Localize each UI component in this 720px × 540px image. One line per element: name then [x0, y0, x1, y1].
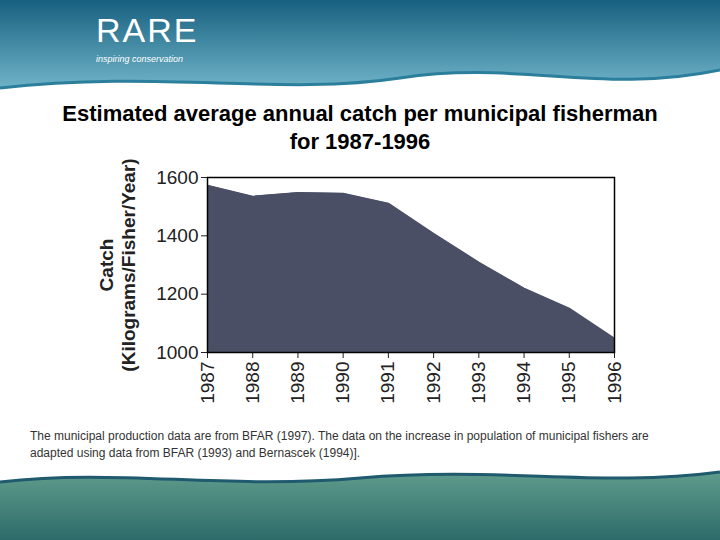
- svg-text:1990: 1990: [332, 362, 353, 404]
- svg-text:1988: 1988: [242, 362, 263, 404]
- html-text:Estimated average annual catch: Estimated average annual catch per munic…: [62, 101, 658, 154]
- svg-text:1993: 1993: [468, 362, 489, 404]
- svg-text:1992: 1992: [423, 362, 444, 404]
- svg-text:1987: 1987: [197, 362, 218, 404]
- svg-text:1000: 1000: [156, 342, 198, 363]
- svg-text:1600: 1600: [156, 167, 198, 188]
- html-text:The municipal production data: The municipal production data are from B…: [30, 429, 649, 460]
- html-text:RARE: RARE: [96, 11, 199, 49]
- svg-text:1995: 1995: [558, 362, 579, 404]
- svg-text:1991: 1991: [377, 362, 398, 404]
- svg-text:1996: 1996: [604, 362, 625, 404]
- svg-text:1200: 1200: [156, 283, 198, 304]
- svg-text:1989: 1989: [287, 362, 308, 404]
- html-text:Catch (Kilograms/Fisher/Year): Catch (Kilograms/Fisher/Year): [96, 158, 139, 372]
- html-text:inspiring conservation: inspiring conservation: [96, 54, 183, 64]
- svg-text:1994: 1994: [513, 361, 534, 404]
- svg-text:1400: 1400: [156, 225, 198, 246]
